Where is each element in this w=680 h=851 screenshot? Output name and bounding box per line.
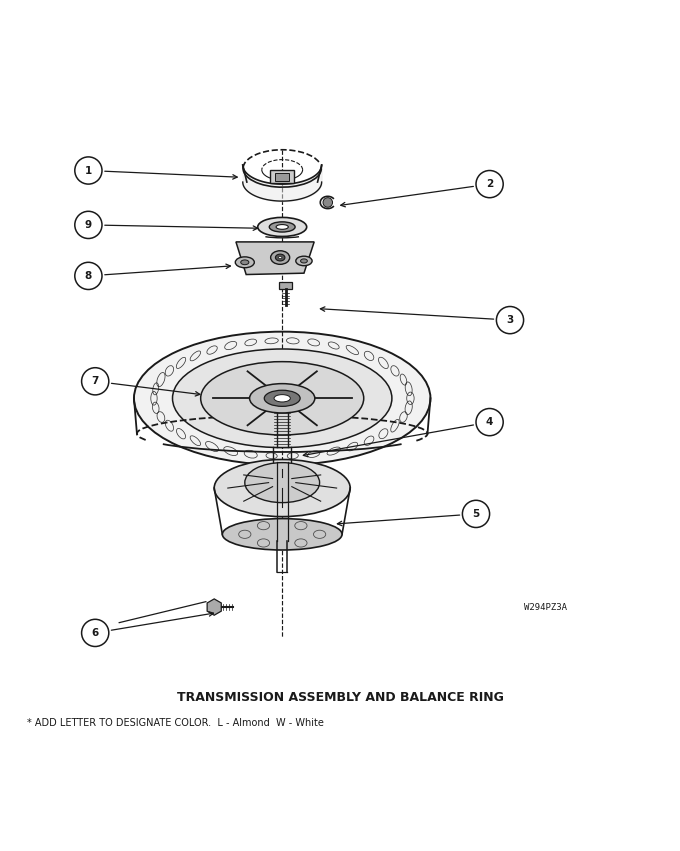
Text: 3: 3 <box>507 315 513 325</box>
Ellipse shape <box>276 225 288 229</box>
Text: 8: 8 <box>85 271 92 281</box>
Ellipse shape <box>250 384 315 413</box>
Text: TRANSMISSION ASSEMBLY AND BALANCE RING: TRANSMISSION ASSEMBLY AND BALANCE RING <box>177 691 503 704</box>
Text: 5: 5 <box>473 509 479 519</box>
Ellipse shape <box>134 332 430 465</box>
Text: 2: 2 <box>486 179 493 189</box>
Ellipse shape <box>258 217 307 237</box>
Polygon shape <box>236 242 314 275</box>
Ellipse shape <box>269 222 295 232</box>
Circle shape <box>75 211 102 238</box>
Text: 4: 4 <box>486 417 493 427</box>
Ellipse shape <box>301 259 307 263</box>
Ellipse shape <box>274 395 290 402</box>
Text: 1: 1 <box>85 165 92 175</box>
Ellipse shape <box>235 257 254 268</box>
Ellipse shape <box>275 254 285 261</box>
Ellipse shape <box>201 362 364 435</box>
Text: * ADD LETTER TO DESIGNATE COLOR.  L - Almond  W - White: * ADD LETTER TO DESIGNATE COLOR. L - Alm… <box>27 717 324 728</box>
Ellipse shape <box>241 260 249 265</box>
Circle shape <box>75 262 102 289</box>
Text: 9: 9 <box>85 220 92 230</box>
Ellipse shape <box>265 391 300 407</box>
Ellipse shape <box>245 463 320 503</box>
Circle shape <box>323 197 333 208</box>
Bar <box>279 282 292 288</box>
Bar <box>275 173 289 181</box>
Bar <box>270 170 294 184</box>
Text: W294PZ3A: W294PZ3A <box>524 603 566 613</box>
Text: 7: 7 <box>92 376 99 386</box>
Ellipse shape <box>173 349 392 448</box>
Circle shape <box>82 368 109 395</box>
Circle shape <box>496 306 524 334</box>
Ellipse shape <box>214 460 350 517</box>
Ellipse shape <box>279 256 282 259</box>
Ellipse shape <box>296 256 312 266</box>
Circle shape <box>82 620 109 647</box>
Circle shape <box>75 157 102 184</box>
Text: 6: 6 <box>92 628 99 638</box>
Ellipse shape <box>222 518 342 550</box>
Ellipse shape <box>271 251 290 265</box>
Circle shape <box>462 500 490 528</box>
Circle shape <box>476 170 503 197</box>
Circle shape <box>476 408 503 436</box>
